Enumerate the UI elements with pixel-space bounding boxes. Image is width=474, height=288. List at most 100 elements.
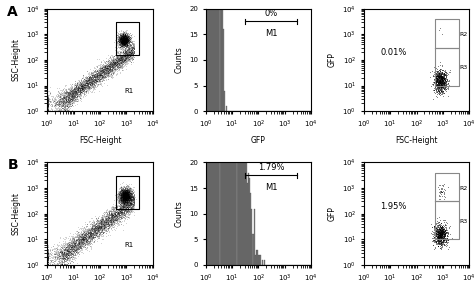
Point (122, 56, 130, 60)
Point (128, 195, 135, 200)
Point (431, 226, 438, 230)
Point (79, 82, 86, 87)
Point (127, 206, 135, 211)
Point (119, 35, 127, 40)
Point (54, 99, 61, 104)
Point (120, 62, 128, 67)
Point (91, 234, 98, 239)
Point (79, 236, 87, 241)
Point (79, 86, 86, 91)
Point (120, 37, 128, 41)
Point (123, 192, 131, 196)
Point (124, 52, 131, 56)
Point (59, 103, 67, 107)
Point (432, 79, 440, 83)
Point (97, 223, 105, 228)
Point (84, 233, 92, 238)
Point (121, 41, 128, 46)
Point (89, 86, 96, 91)
Point (118, 43, 126, 48)
Point (119, 36, 127, 41)
Point (438, 224, 446, 228)
Point (98, 219, 106, 223)
Point (94, 72, 102, 77)
Point (63, 256, 71, 261)
Point (118, 40, 126, 45)
Point (64, 251, 71, 255)
Point (119, 29, 127, 33)
Point (88, 71, 95, 76)
Point (60, 96, 67, 101)
Point (434, 70, 441, 75)
Point (63, 99, 71, 104)
Point (79, 86, 86, 91)
Point (122, 39, 130, 44)
Point (80, 237, 87, 242)
Point (70, 239, 77, 244)
Point (96, 226, 104, 231)
Point (86, 84, 94, 89)
Point (45, 256, 52, 261)
Point (65, 253, 73, 258)
Point (73, 91, 81, 96)
Point (117, 191, 125, 196)
Point (67, 248, 74, 253)
Point (118, 191, 126, 196)
Point (116, 62, 123, 67)
Point (99, 65, 106, 69)
Point (120, 194, 128, 198)
Point (438, 232, 445, 237)
Point (56, 102, 64, 107)
Point (102, 228, 110, 233)
Point (117, 28, 125, 33)
Point (113, 61, 120, 66)
Point (73, 238, 81, 243)
Point (87, 232, 94, 237)
Point (121, 196, 129, 201)
Point (89, 226, 97, 230)
Point (113, 67, 121, 71)
Point (123, 53, 130, 58)
Point (119, 189, 127, 194)
Point (432, 221, 440, 226)
Point (73, 90, 80, 94)
Point (112, 214, 120, 219)
Point (121, 193, 128, 198)
Point (119, 195, 127, 200)
Point (120, 201, 128, 206)
Point (119, 59, 127, 64)
Point (103, 212, 111, 217)
Point (437, 229, 444, 234)
Point (440, 194, 448, 199)
Point (74, 243, 82, 248)
Point (69, 249, 77, 253)
Point (52, 257, 59, 261)
Point (98, 70, 105, 75)
Point (45, 96, 52, 101)
Point (121, 36, 128, 41)
Point (108, 63, 116, 68)
Point (96, 78, 103, 83)
Point (439, 77, 447, 82)
Point (70, 92, 77, 97)
Point (107, 62, 114, 67)
Point (59, 255, 67, 260)
Point (100, 210, 107, 215)
Point (130, 200, 137, 205)
Point (117, 39, 124, 44)
Point (100, 221, 107, 226)
Point (53, 108, 60, 112)
Point (61, 260, 68, 264)
Point (115, 54, 123, 58)
Point (45, 105, 52, 110)
Point (114, 199, 122, 204)
Point (122, 55, 130, 60)
Point (118, 187, 126, 192)
Point (84, 82, 92, 86)
Point (60, 89, 68, 93)
Point (122, 50, 129, 55)
Point (73, 91, 81, 95)
Point (119, 48, 127, 53)
Point (60, 96, 68, 101)
Point (118, 200, 125, 204)
